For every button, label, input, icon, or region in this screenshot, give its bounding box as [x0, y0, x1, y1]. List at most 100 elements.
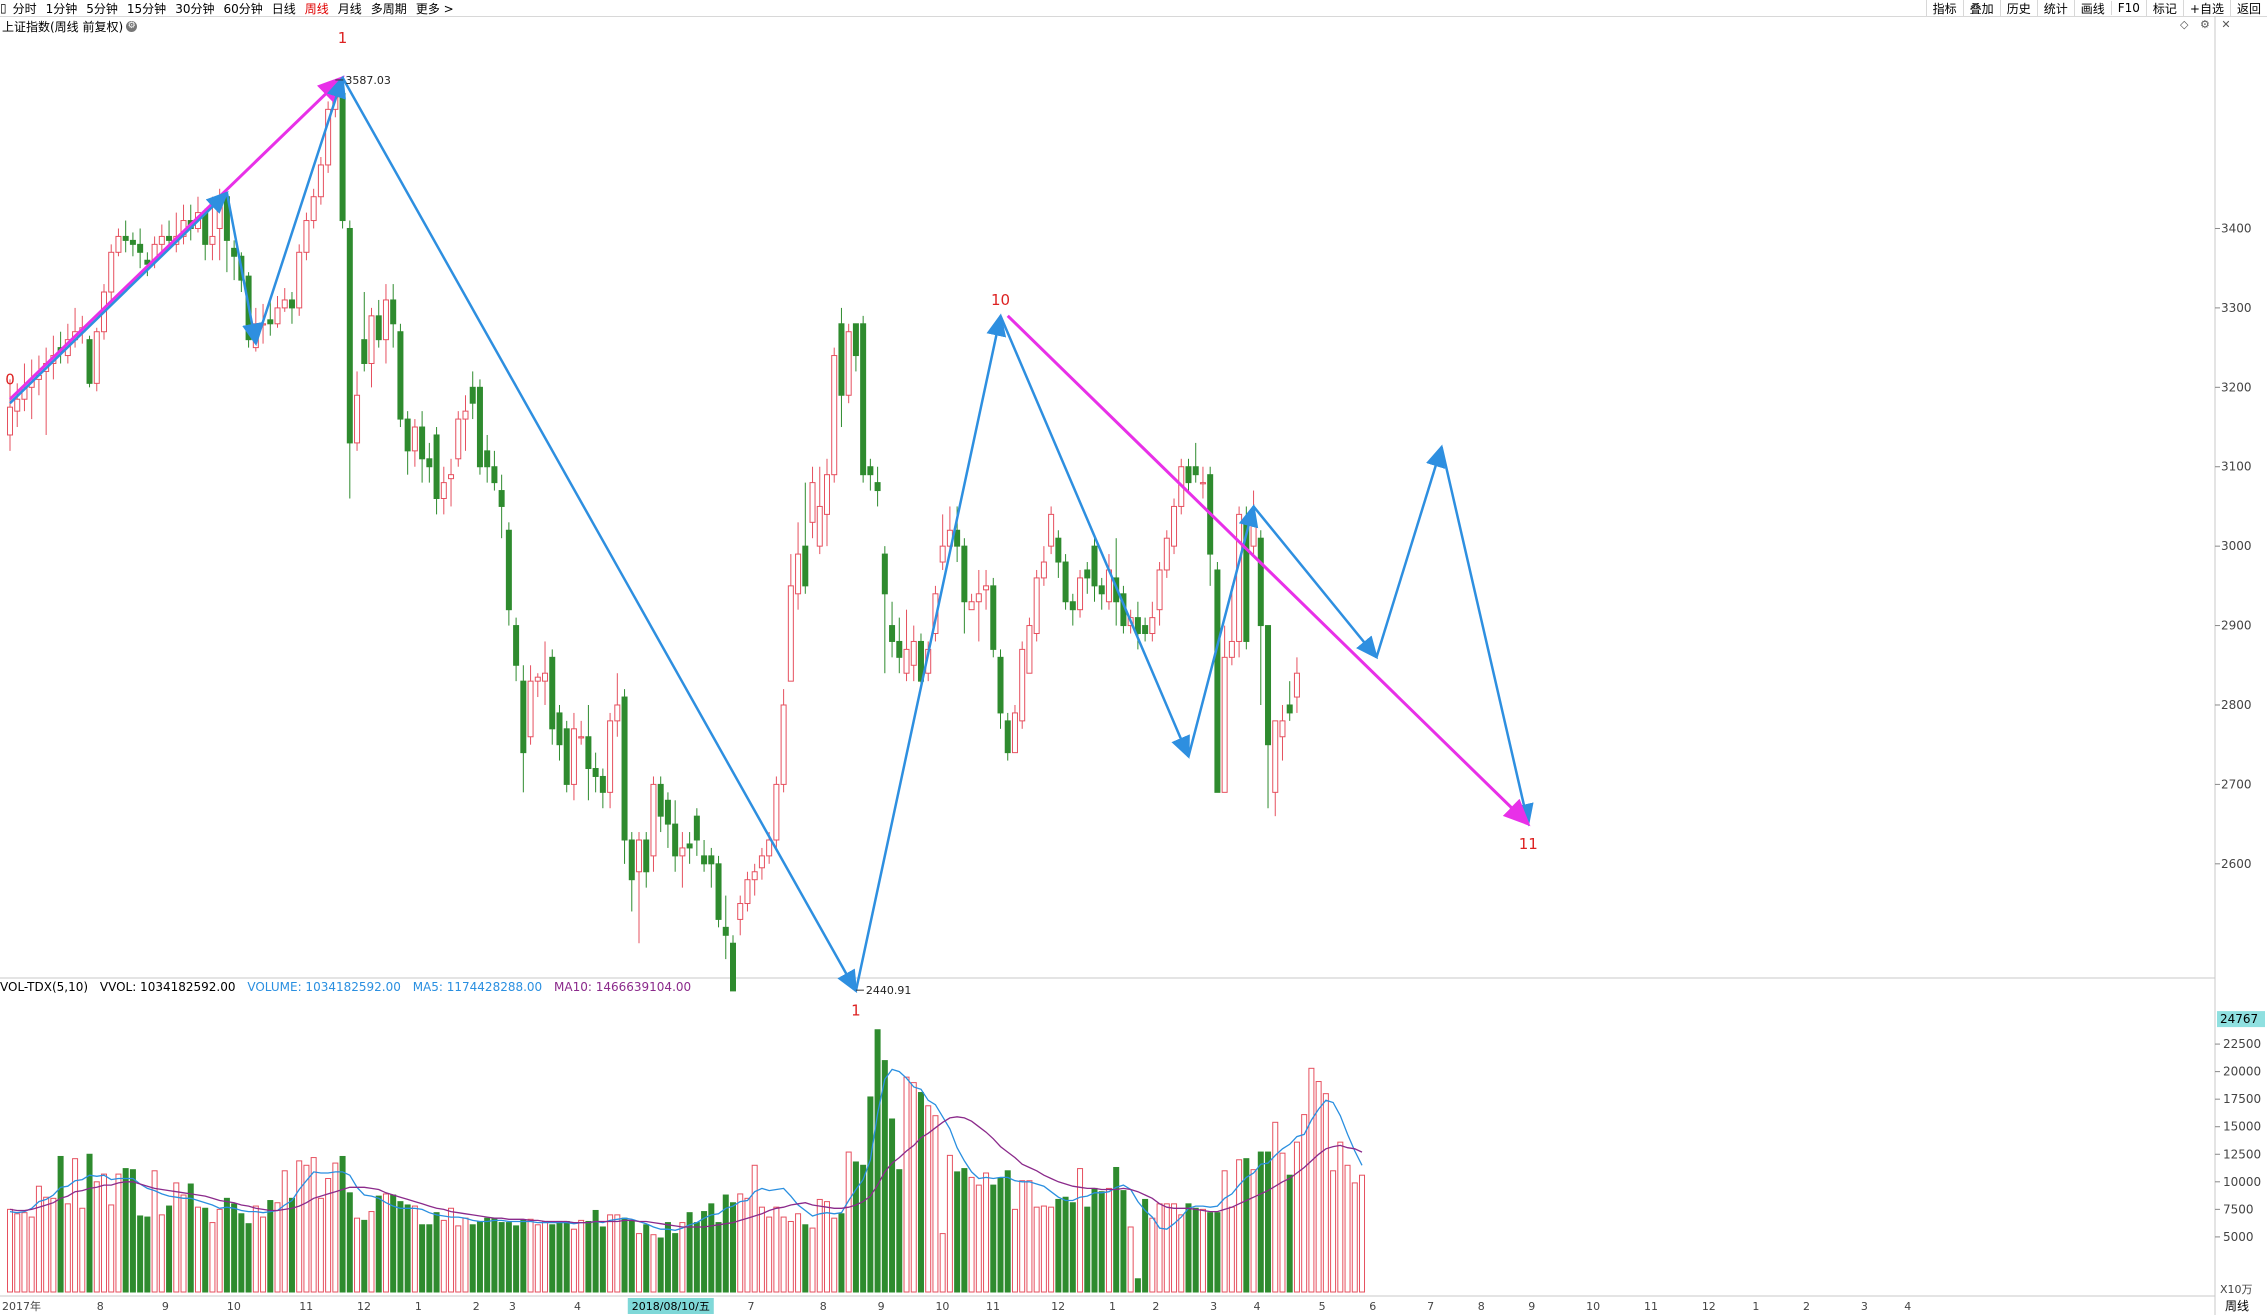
trend-arrow-blue [1440, 446, 1534, 827]
candle-down [838, 323, 845, 396]
draw-line-button[interactable]: 画线 [2073, 0, 2111, 17]
x-axis-label: 11 [1644, 1300, 1658, 1313]
candle-down [513, 625, 520, 666]
gear-icon[interactable]: ⚙ [2199, 18, 2210, 31]
vol-indicator-name: VOL-TDX(5,10) [0, 980, 89, 994]
candle-down [339, 92, 346, 222]
price-tick-label: 3100 [2221, 460, 2252, 474]
candle-down [419, 426, 426, 460]
volume-bar-down [1185, 1203, 1192, 1293]
volume-bar-up [766, 1216, 773, 1293]
volume-bar-down [484, 1217, 491, 1293]
candle-up [939, 545, 946, 563]
volume-bar-up [100, 1173, 107, 1293]
volume-bar-down [144, 1216, 151, 1293]
tab-more[interactable]: 更多 > [415, 1, 454, 16]
candle-down [628, 839, 635, 881]
volume-bar-down [954, 1171, 961, 1293]
settings-icon[interactable]: ⚙ [126, 21, 138, 32]
period-toolbar: ▯ 分时 1分钟 5分钟 15分钟 30分钟 60分钟 日线 周线 月线 多周期… [0, 0, 2267, 17]
volume-tick-label: 15000 [2223, 1120, 2261, 1134]
mark-button[interactable]: 标记 [2145, 0, 2183, 17]
volume-bar-down [476, 1220, 483, 1293]
volume-bar-up [317, 1197, 324, 1293]
volume-bar-up [216, 1208, 223, 1293]
tab-weekly[interactable]: 周线 [304, 1, 329, 16]
volume-bar-up [527, 1218, 534, 1293]
tab-15min[interactable]: 15分钟 [126, 1, 167, 16]
candle-down [867, 466, 874, 476]
volume-bar-down [961, 1168, 968, 1293]
candle-down [166, 235, 173, 241]
stats-button[interactable]: 统计 [2036, 0, 2074, 17]
volume-tick-label: 17500 [2223, 1092, 2261, 1106]
volume-bar-down [672, 1233, 679, 1293]
period-tabs: ▯ 分时 1分钟 5分钟 15分钟 30分钟 60分钟 日线 周线 月线 多周期… [0, 0, 463, 16]
back-button[interactable]: 返回 [2229, 0, 2267, 17]
tab-monthly[interactable]: 月线 [337, 1, 362, 16]
candle-down [484, 450, 491, 468]
volume-bar-up [845, 1151, 852, 1293]
candle-up [1199, 482, 1206, 485]
volume-bar-up [209, 1222, 216, 1293]
volume-bar-up [975, 1184, 982, 1293]
tab-multi-period[interactable]: 多周期 [370, 1, 407, 16]
volume-bar-down [122, 1168, 129, 1293]
volume-bar-down [1091, 1187, 1098, 1293]
close-icon[interactable]: ✕ [2221, 18, 2231, 31]
volume-bar-up [310, 1157, 317, 1293]
volume-bar-up [570, 1228, 577, 1293]
trend-arrow-blue [1252, 505, 1379, 660]
price-annotation: 2440.91 [866, 984, 912, 997]
volume-bar-down [722, 1194, 729, 1293]
candle-down [556, 712, 563, 746]
volume-bar-down [86, 1153, 93, 1293]
volume-bar-up [751, 1164, 758, 1293]
volume-bar-up [1105, 1187, 1112, 1293]
candle-down [129, 239, 136, 245]
volume-bar-up [1330, 1170, 1337, 1293]
tab-intraday[interactable]: 分时 [12, 1, 37, 16]
volume-bar-down [1142, 1198, 1149, 1293]
overlay-button[interactable]: 叠加 [1962, 0, 2000, 17]
panel-toggle-icon[interactable]: ▯ [0, 1, 7, 15]
candle-up [910, 640, 917, 666]
ma10-line [9, 1116, 1363, 1228]
volume-bar-up [795, 1213, 802, 1293]
tab-30min[interactable]: 30分钟 [175, 1, 215, 16]
tab-5min[interactable]: 5分钟 [86, 1, 118, 16]
vvol-value: VVOL: 1034182592.00 [99, 980, 236, 994]
volume-bar-down [628, 1220, 635, 1293]
volume-bar-up [679, 1222, 686, 1293]
candle-up [679, 847, 686, 857]
volume-bar-down [1069, 1202, 1076, 1293]
candle-down [505, 529, 512, 611]
volume-bar-up [1351, 1182, 1358, 1293]
tab-1min[interactable]: 1分钟 [45, 1, 78, 16]
candle-up [1011, 712, 1018, 754]
volume-bar-down [346, 1192, 353, 1293]
candle-down [896, 640, 903, 658]
tab-daily[interactable]: 日线 [271, 1, 296, 16]
ma5-value: MA5: 1174428288.00 [412, 980, 543, 994]
add-watchlist-button[interactable]: +自选 [2182, 0, 2230, 17]
volume-bar-down [874, 1029, 881, 1293]
date-marker-label: 2018/08/10/五 [632, 1300, 710, 1313]
f10-button[interactable]: F10 [2110, 1, 2146, 15]
candle-up [737, 903, 744, 920]
volume-bar-down [339, 1155, 346, 1293]
history-button[interactable]: 历史 [1999, 0, 2037, 17]
x-axis-label: 4 [1254, 1300, 1261, 1313]
period-status-label: 周线 [2225, 1299, 2249, 1313]
chevron-icon[interactable]: ◇ [2180, 18, 2189, 31]
volume-bar-up [260, 1216, 267, 1293]
x-axis-label: 1 [415, 1300, 422, 1313]
indicator-button[interactable]: 指标 [1925, 0, 1963, 17]
chart-title-text: 上证指数(周线 前复权) [2, 20, 124, 34]
volume-bar-up [21, 1212, 28, 1293]
chart-title: 上证指数(周线 前复权) ⚙ [2, 18, 138, 35]
candle-up [1019, 648, 1026, 722]
tab-60min[interactable]: 60分钟 [223, 1, 263, 16]
volume-bar-down [664, 1222, 671, 1293]
volume-bar-down [1084, 1206, 1091, 1293]
